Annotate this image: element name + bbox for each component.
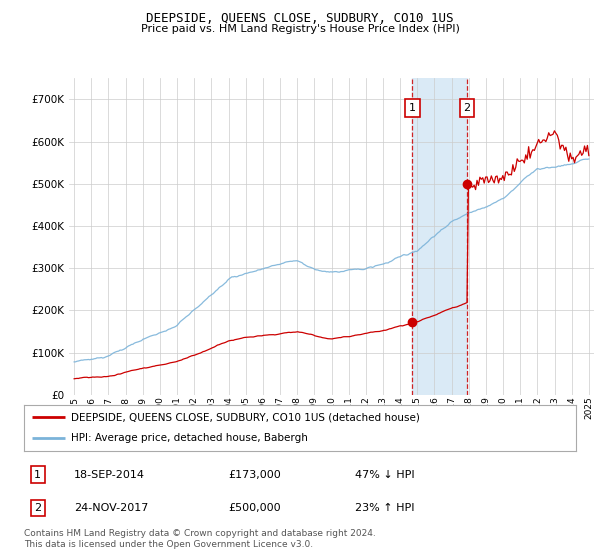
Text: Price paid vs. HM Land Registry's House Price Index (HPI): Price paid vs. HM Land Registry's House …: [140, 24, 460, 34]
Text: Contains HM Land Registry data © Crown copyright and database right 2024.
This d: Contains HM Land Registry data © Crown c…: [24, 529, 376, 549]
Text: 47% ↓ HPI: 47% ↓ HPI: [355, 470, 415, 480]
Text: 1: 1: [34, 470, 41, 480]
Text: 18-SEP-2014: 18-SEP-2014: [74, 470, 145, 480]
Text: 2: 2: [34, 503, 41, 513]
Text: 2: 2: [463, 103, 470, 113]
Text: DEEPSIDE, QUEENS CLOSE, SUDBURY, CO10 1US: DEEPSIDE, QUEENS CLOSE, SUDBURY, CO10 1U…: [146, 12, 454, 25]
Text: 1: 1: [409, 103, 416, 113]
Text: DEEPSIDE, QUEENS CLOSE, SUDBURY, CO10 1US (detached house): DEEPSIDE, QUEENS CLOSE, SUDBURY, CO10 1U…: [71, 412, 420, 422]
Text: 24-NOV-2017: 24-NOV-2017: [74, 503, 148, 513]
Text: £500,000: £500,000: [228, 503, 281, 513]
Text: HPI: Average price, detached house, Babergh: HPI: Average price, detached house, Babe…: [71, 433, 308, 444]
Text: 23% ↑ HPI: 23% ↑ HPI: [355, 503, 415, 513]
Text: £173,000: £173,000: [228, 470, 281, 480]
Bar: [412, 78, 467, 395]
